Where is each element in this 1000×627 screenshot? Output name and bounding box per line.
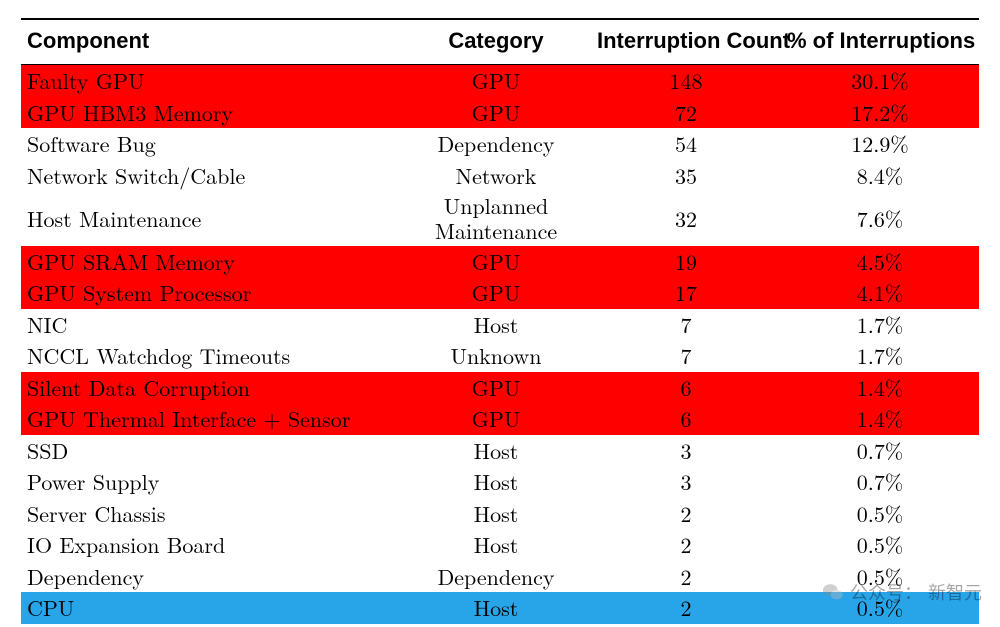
cell-pct: 0.5%	[781, 561, 979, 593]
table-row: Software BugDependency5412.9%	[21, 128, 979, 160]
table-row: Network Switch/CableNetwork358.4%	[21, 160, 979, 192]
table-row: GPU HBM3 MemoryGPU7217.2%	[21, 97, 979, 129]
cell-category: Dependency	[401, 128, 591, 160]
cell-pct: 1.7%	[781, 309, 979, 341]
cell-category: Host	[401, 466, 591, 498]
cell-pct: 1.7%	[781, 340, 979, 372]
table-row: Silent Data CorruptionGPU61.4%	[21, 372, 979, 404]
table-row: Server ChassisHost20.5%	[21, 498, 979, 530]
cell-category: GPU	[401, 372, 591, 404]
cell-count: 6	[591, 403, 781, 435]
cell-pct: 12.9%	[781, 128, 979, 160]
cell-component: NIC	[21, 309, 401, 341]
cell-component: Power Supply	[21, 466, 401, 498]
col-header-pct: % of Interruptions	[781, 19, 979, 65]
cell-component: Dependency	[21, 561, 401, 593]
cell-category: Unknown	[401, 340, 591, 372]
cell-count: 2	[591, 498, 781, 530]
col-header-component: Component	[21, 19, 401, 65]
cell-count: 2	[591, 592, 781, 624]
cell-category: GPU	[401, 403, 591, 435]
cell-count: 17	[591, 277, 781, 309]
cell-category: GPU	[401, 65, 591, 97]
cell-pct: 17.2%	[781, 97, 979, 129]
cell-component: Faulty GPU	[21, 65, 401, 97]
cell-category: Host	[401, 529, 591, 561]
cell-category: Host	[401, 435, 591, 467]
cell-component: GPU System Processor	[21, 277, 401, 309]
cell-pct: 7.6%	[781, 191, 979, 246]
table-row: Host MaintenanceUnplannedMaintenance327.…	[21, 191, 979, 246]
cell-category: GPU	[401, 277, 591, 309]
cell-count: 19	[591, 246, 781, 278]
table-row: System MemoryHost20.5%	[21, 624, 979, 627]
table-row: DependencyDependency20.5%	[21, 561, 979, 593]
cell-pct: 1.4%	[781, 372, 979, 404]
table-row: Power SupplyHost30.7%	[21, 466, 979, 498]
table-header-row: Component Category Interruption Count % …	[21, 19, 979, 65]
table-row: GPU Thermal Interface + SensorGPU61.4%	[21, 403, 979, 435]
cell-pct: 8.4%	[781, 160, 979, 192]
cell-count: 2	[591, 624, 781, 627]
table-body: Faulty GPUGPU14830.1%GPU HBM3 MemoryGPU7…	[21, 65, 979, 627]
col-header-category: Category	[401, 19, 591, 65]
cell-pct: 0.5%	[781, 529, 979, 561]
cell-category: GPU	[401, 97, 591, 129]
cell-count: 54	[591, 128, 781, 160]
cell-pct: 0.7%	[781, 466, 979, 498]
table-row: GPU SRAM MemoryGPU194.5%	[21, 246, 979, 278]
cell-component: System Memory	[21, 624, 401, 627]
page: Component Category Interruption Count % …	[0, 0, 1000, 627]
cell-count: 32	[591, 191, 781, 246]
table-row: NICHost71.7%	[21, 309, 979, 341]
cell-component: Silent Data Corruption	[21, 372, 401, 404]
interruptions-table: Component Category Interruption Count % …	[21, 18, 979, 627]
cell-category: Host	[401, 309, 591, 341]
cell-category: Host	[401, 592, 591, 624]
table-row: GPU System ProcessorGPU174.1%	[21, 277, 979, 309]
cell-count: 6	[591, 372, 781, 404]
cell-category: Network	[401, 160, 591, 192]
cell-component: Software Bug	[21, 128, 401, 160]
cell-component: Server Chassis	[21, 498, 401, 530]
cell-component: CPU	[21, 592, 401, 624]
cell-count: 2	[591, 561, 781, 593]
cell-category: GPU	[401, 246, 591, 278]
cell-category: Host	[401, 498, 591, 530]
cell-component: GPU Thermal Interface + Sensor	[21, 403, 401, 435]
cell-pct: 1.4%	[781, 403, 979, 435]
cell-component: GPU SRAM Memory	[21, 246, 401, 278]
table-row: CPUHost20.5%	[21, 592, 979, 624]
cell-count: 35	[591, 160, 781, 192]
cell-pct: 30.1%	[781, 65, 979, 97]
cell-count: 7	[591, 340, 781, 372]
col-header-count: Interruption Count	[591, 19, 781, 65]
cell-component: SSD	[21, 435, 401, 467]
table-row: Faulty GPUGPU14830.1%	[21, 65, 979, 97]
cell-component: GPU HBM3 Memory	[21, 97, 401, 129]
cell-count: 148	[591, 65, 781, 97]
cell-pct: 4.5%	[781, 246, 979, 278]
cell-pct: 0.5%	[781, 624, 979, 627]
cell-pct: 0.5%	[781, 592, 979, 624]
cell-count: 72	[591, 97, 781, 129]
table-row: SSDHost30.7%	[21, 435, 979, 467]
table-row: IO Expansion BoardHost20.5%	[21, 529, 979, 561]
cell-count: 7	[591, 309, 781, 341]
cell-pct: 4.1%	[781, 277, 979, 309]
cell-component: Network Switch/Cable	[21, 160, 401, 192]
cell-component: Host Maintenance	[21, 191, 401, 246]
cell-category: Host	[401, 624, 591, 627]
cell-count: 3	[591, 466, 781, 498]
cell-pct: 0.5%	[781, 498, 979, 530]
cell-component: IO Expansion Board	[21, 529, 401, 561]
table-row: NCCL Watchdog TimeoutsUnknown71.7%	[21, 340, 979, 372]
cell-category: Dependency	[401, 561, 591, 593]
cell-pct: 0.7%	[781, 435, 979, 467]
cell-component: NCCL Watchdog Timeouts	[21, 340, 401, 372]
cell-count: 3	[591, 435, 781, 467]
cell-category: UnplannedMaintenance	[401, 191, 591, 246]
cell-count: 2	[591, 529, 781, 561]
